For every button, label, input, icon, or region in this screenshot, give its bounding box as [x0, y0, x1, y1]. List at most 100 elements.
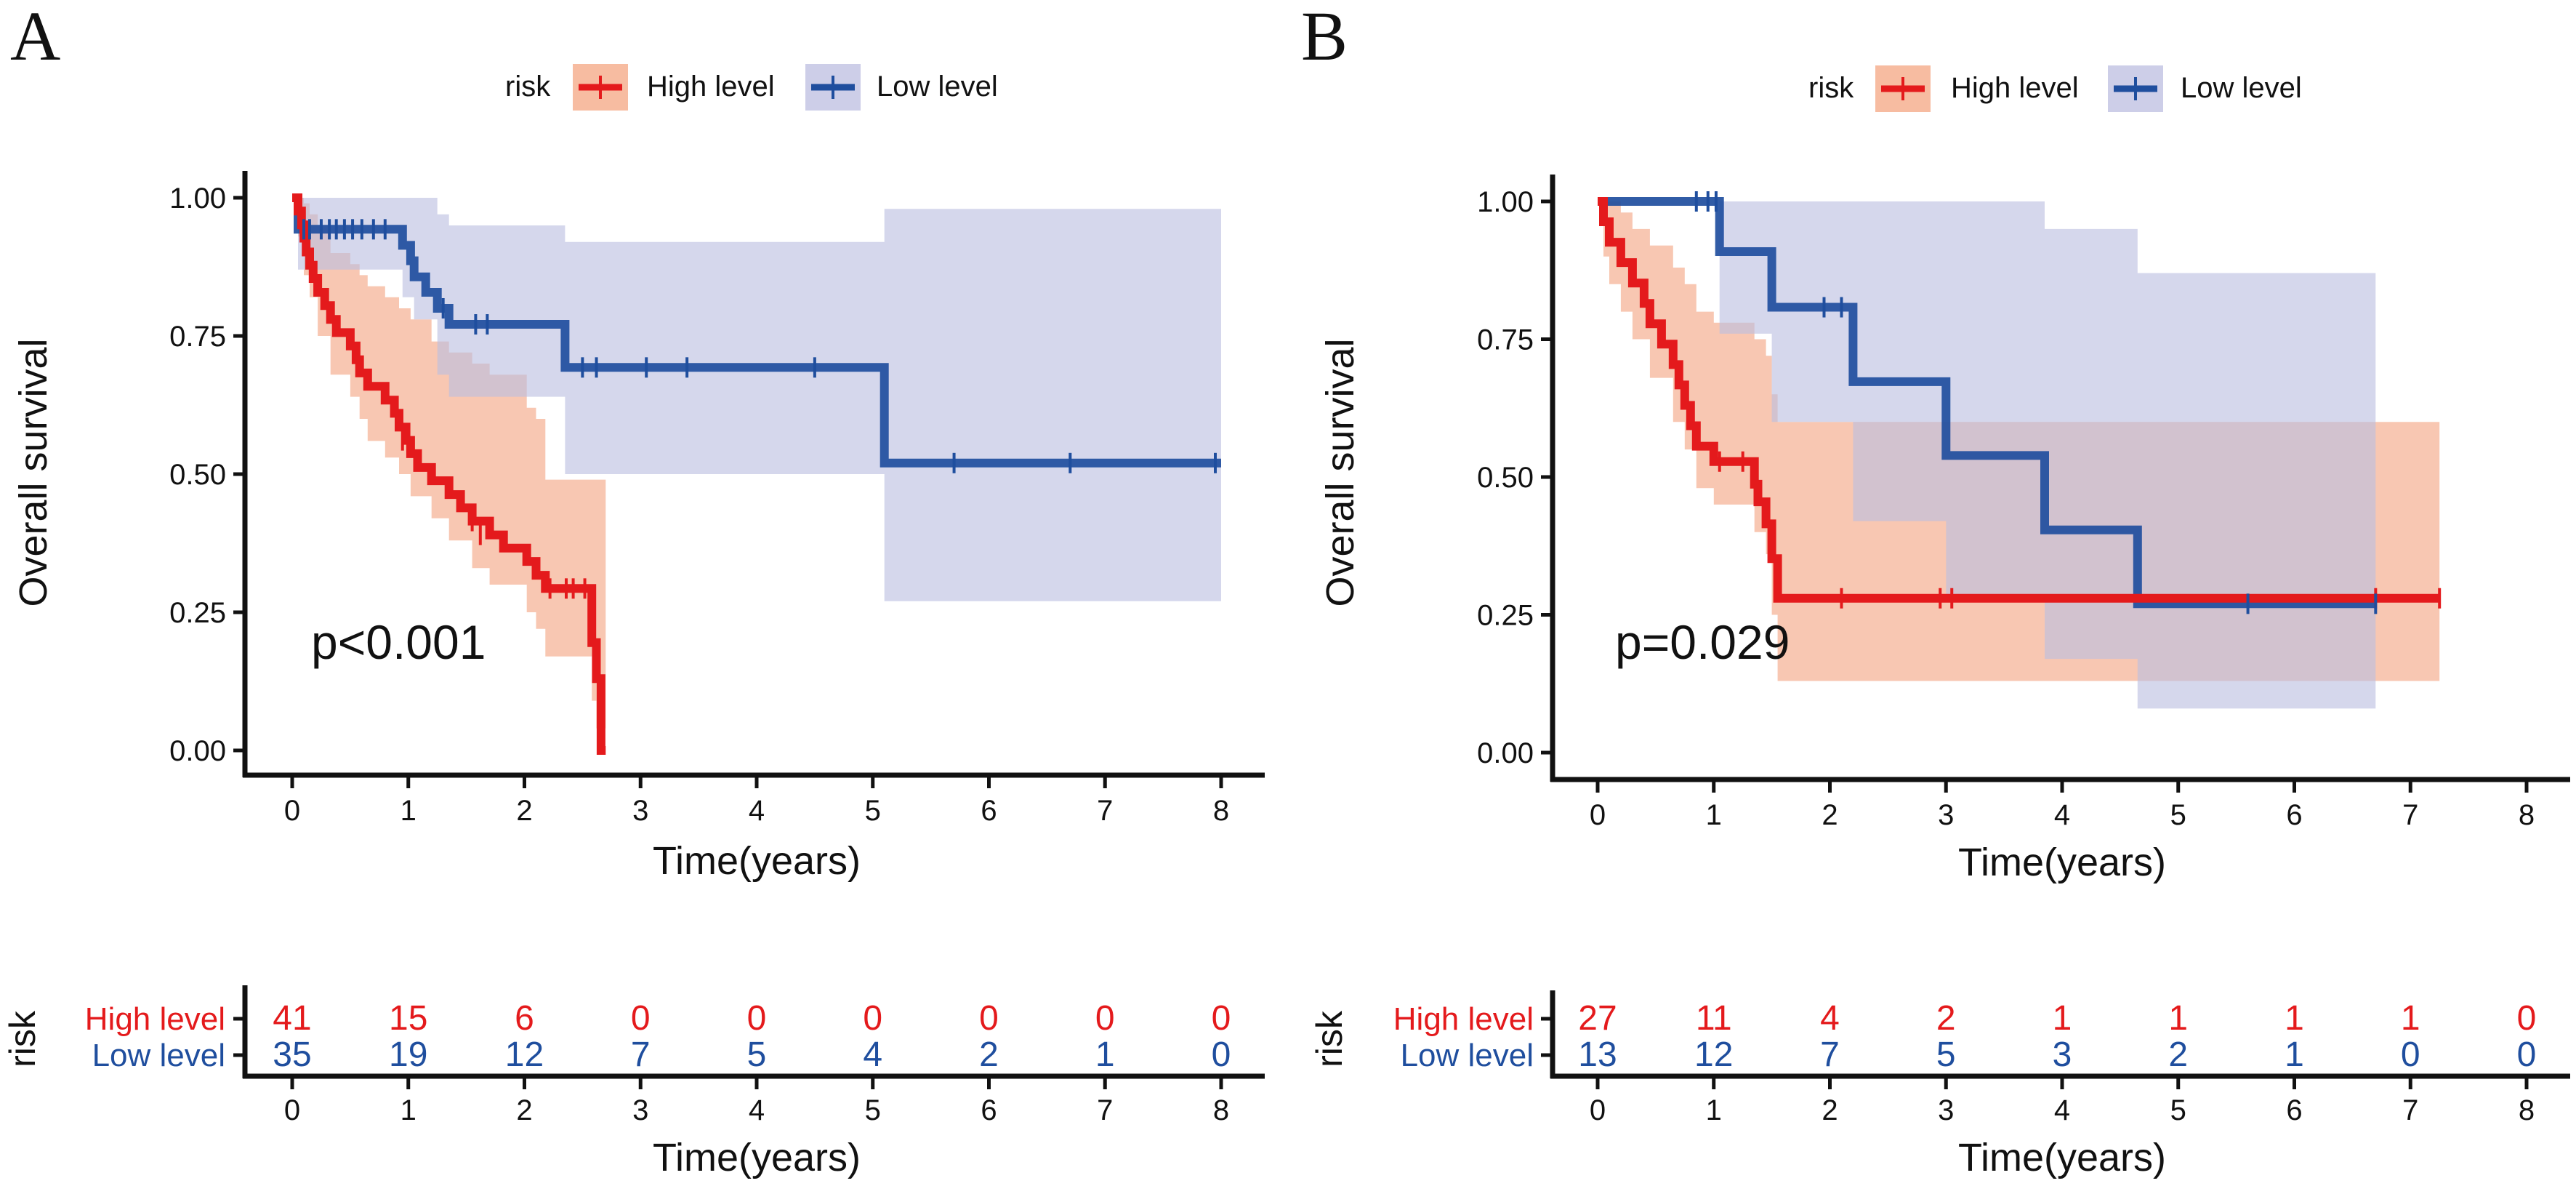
- risk-count: 4: [863, 1035, 882, 1074]
- x-tick-label: 1: [1706, 799, 1722, 831]
- x-tick-label: 2: [1822, 799, 1838, 831]
- survival-curve-low-level: [1598, 197, 2376, 609]
- risk-count: 12: [505, 1035, 544, 1074]
- legend-title: risk: [1808, 72, 1854, 104]
- p-value: p<0.001: [311, 615, 486, 669]
- censor-marks: [1694, 191, 2442, 614]
- risk-count: 0: [2517, 999, 2537, 1038]
- confidence-band-high-level: [292, 198, 606, 750]
- x-tick-label: 1: [401, 795, 416, 827]
- risk-count: 7: [1820, 1035, 1840, 1074]
- risk-count: 35: [273, 1035, 311, 1074]
- survival-curve-low-level: [292, 193, 1221, 468]
- risk-count: 27: [1578, 999, 1617, 1038]
- risk-x-tick-label: 1: [1706, 1094, 1722, 1126]
- legend: risk High level Low level: [1808, 65, 2302, 112]
- risk-row-label-high-level: High level: [1393, 1001, 1534, 1037]
- axes: 0.00 0.25 0.50 0.75 1.00 0 1 2 3 4 5 6 7 8: [1477, 175, 2570, 831]
- risk-x-tick-label: 2: [516, 1094, 532, 1126]
- risk-table-title: risk: [1309, 1010, 1350, 1067]
- risk-count: 3: [2053, 1035, 2072, 1074]
- risk-x-axis-title: Time(years): [1958, 1136, 2166, 1179]
- risk-count: 0: [631, 999, 651, 1038]
- x-tick-label: 0: [1590, 799, 1606, 831]
- y-tick-label: 0.50: [1477, 462, 1534, 494]
- p-value: p=0.029: [1615, 615, 1790, 669]
- risk-x-tick-label: 4: [2054, 1094, 2070, 1126]
- x-tick-label: 4: [2054, 799, 2070, 831]
- risk-x-tick-label: 4: [749, 1094, 765, 1126]
- risk-row-label-low-level: Low level: [1401, 1038, 1534, 1073]
- risk-x-tick-label: 0: [1590, 1094, 1606, 1126]
- survival-curves: [292, 193, 1221, 755]
- y-tick-label: 1.00: [169, 183, 226, 215]
- risk-count: 13: [1578, 1035, 1617, 1074]
- risk-count: 41: [273, 999, 311, 1038]
- y-tick-label: 0.00: [1477, 737, 1534, 769]
- legend: risk High level Low level: [505, 64, 998, 111]
- x-tick-label: 2: [516, 795, 532, 827]
- risk-x-tick-label: 5: [2170, 1094, 2186, 1126]
- x-axis-title: Time(years): [653, 839, 861, 883]
- censor-marks: [302, 219, 1217, 599]
- x-tick-label: 3: [1938, 799, 1954, 831]
- survival-curves: [1598, 197, 2440, 609]
- risk-count: 12: [1694, 1035, 1733, 1074]
- risk-count: 2: [1936, 999, 1956, 1038]
- risk-x-tick-label: 1: [401, 1094, 416, 1126]
- risk-x-tick-label: 3: [632, 1094, 648, 1126]
- risk-count: 6: [515, 999, 534, 1038]
- panel-label: B: [1301, 0, 1348, 75]
- risk-x-tick-label: 5: [865, 1094, 881, 1126]
- risk-x-tick-label: 8: [1213, 1094, 1229, 1126]
- risk-count: 0: [1212, 999, 1231, 1038]
- risk-count: 7: [631, 1035, 651, 1074]
- x-tick-label: 6: [2286, 799, 2302, 831]
- x-tick-label: 5: [2170, 799, 2186, 831]
- y-tick-label: 0.50: [169, 459, 226, 491]
- risk-count: 0: [2517, 1035, 2537, 1074]
- risk-count: 1: [2285, 999, 2304, 1038]
- risk-x-tick-label: 6: [2286, 1094, 2302, 1126]
- y-tick-label: 1.00: [1477, 186, 1534, 218]
- survival-curve-high-level: [1598, 197, 2440, 603]
- risk-count: 11: [1696, 999, 1732, 1038]
- risk-x-axis-title: Time(years): [653, 1136, 861, 1179]
- risk-count: 15: [389, 999, 427, 1038]
- y-axis-title: Overall survival: [12, 338, 55, 606]
- survival-curve-high-level: [292, 193, 606, 755]
- legend-label-low-level: Low level: [2181, 72, 2302, 104]
- x-axis-title: Time(years): [1958, 841, 2166, 884]
- risk-x-tick-label: 6: [981, 1094, 997, 1126]
- risk-row-label-high-level: High level: [85, 1001, 225, 1037]
- x-tick-label: 6: [981, 795, 997, 827]
- legend-label-high-level: High level: [647, 71, 775, 103]
- risk-row-label-low-level: Low level: [92, 1038, 225, 1073]
- x-tick-label: 7: [1097, 795, 1113, 827]
- legend-label-high-level: High level: [1951, 72, 2079, 104]
- panel-a: A risk High level Low level 0.00 0.25 0.50…: [2, 0, 1265, 1179]
- risk-x-tick-label: 3: [1938, 1094, 1954, 1126]
- risk-table-title: risk: [2, 1010, 43, 1067]
- risk-count: 0: [863, 999, 882, 1038]
- risk-x-tick-label: 8: [2519, 1094, 2535, 1126]
- risk-count: 1: [2053, 999, 2072, 1038]
- risk-count: 1: [2168, 999, 2188, 1038]
- y-tick-label: 0.25: [169, 597, 226, 629]
- x-tick-label: 8: [2519, 799, 2535, 831]
- risk-x-tick-label: 2: [1822, 1094, 1838, 1126]
- x-tick-label: 5: [865, 795, 881, 827]
- risk-count: 1: [2401, 999, 2420, 1038]
- risk-x-tick-label: 0: [284, 1094, 300, 1126]
- x-tick-label: 4: [749, 795, 765, 827]
- confidence-bands: [292, 198, 1221, 750]
- risk-count: 0: [747, 999, 767, 1038]
- panel-b: B risk High level Low level 0.00 0.25 0.50…: [1301, 0, 2570, 1179]
- y-axis-title: Overall survival: [1319, 338, 1362, 606]
- x-tick-label: 8: [1213, 795, 1229, 827]
- legend-label-low-level: Low level: [877, 71, 998, 103]
- y-tick-label: 0.25: [1477, 600, 1534, 632]
